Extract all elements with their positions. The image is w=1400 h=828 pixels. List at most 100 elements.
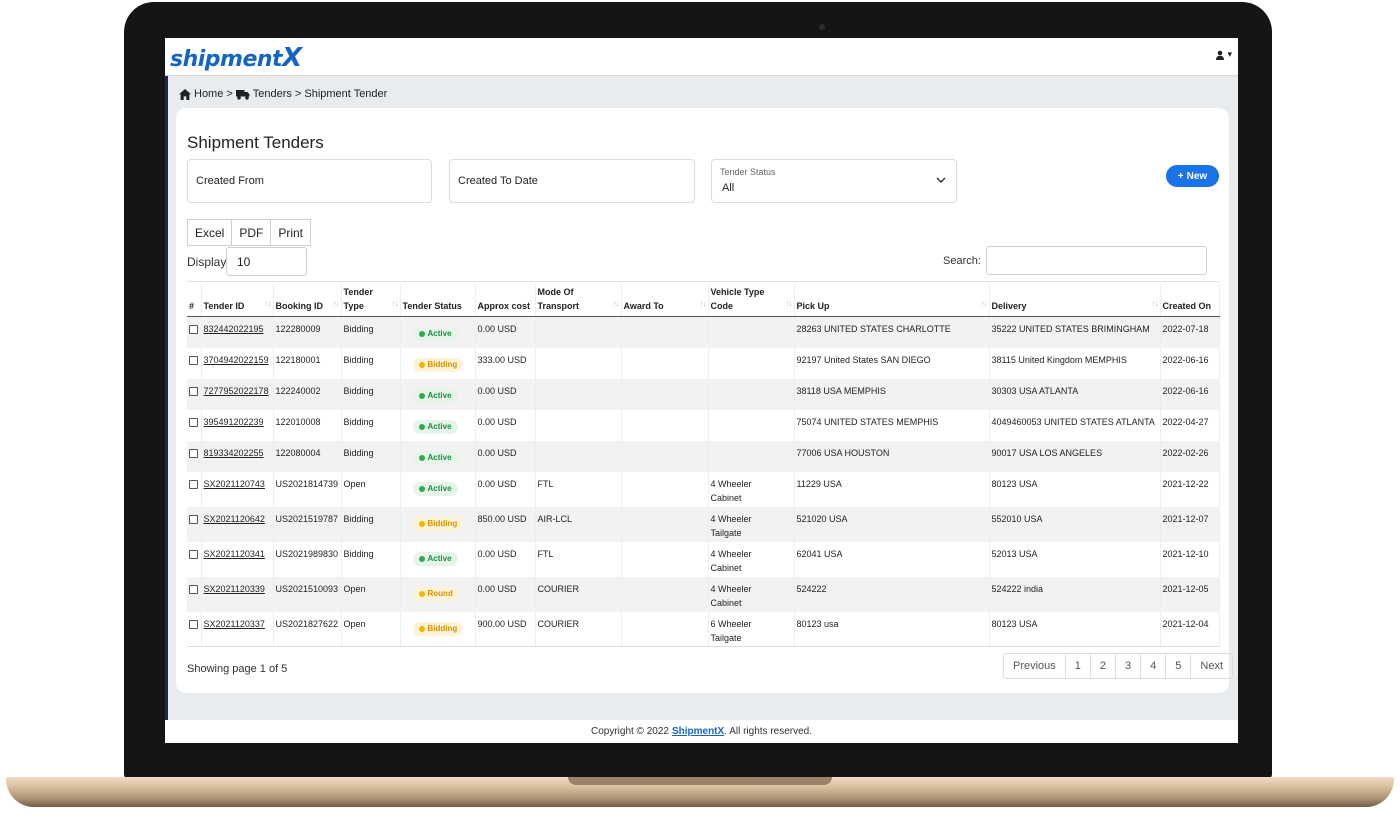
col-tender-status[interactable]: Tender Status (400, 281, 476, 317)
sort-icon[interactable]: ↑↓ (699, 299, 707, 308)
created-on-cell: 2022-02-26 (1160, 440, 1220, 472)
vehicle-type-cell (708, 409, 795, 441)
col-booking-id[interactable]: Booking ID ↑↓ (273, 281, 342, 317)
pagination-page-1[interactable]: 1 (1066, 654, 1091, 678)
tender-id-link[interactable]: SX2021120341 (203, 548, 265, 559)
sort-icon[interactable]: ↑↓ (980, 299, 988, 308)
table-row[interactable]: 395491202239 122010008 Bidding Active 0.00 U… (187, 409, 1220, 441)
col-approx-cost[interactable]: Approx cost (475, 281, 536, 317)
tender-id-link[interactable]: 832442022195 (203, 324, 264, 334)
tender-id-link[interactable]: 3704942022159 (203, 354, 269, 365)
tender-status-select[interactable]: Tender Status All (711, 159, 957, 203)
tender-id-link[interactable]: SX2021120743 (203, 478, 265, 489)
row-checkbox[interactable] (189, 619, 198, 629)
row-checkbox[interactable] (189, 549, 198, 559)
table-row[interactable]: SX2021120642 US2021519787 Bidding Bidding 85… (187, 506, 1220, 542)
pagination-next[interactable]: Next (1200, 660, 1224, 672)
delivery-cell: 38115 United Kingdom MEMPHIS (989, 347, 1161, 379)
col-created-on[interactable]: Created On (1160, 281, 1220, 317)
table-row[interactable]: SX2021120339 US2021510093 Open Round 0.00 US… (187, 576, 1220, 612)
sort-icon[interactable]: ↑↓ (391, 299, 399, 308)
mode-of-transport-cell: AIR-LCL (535, 506, 622, 542)
created-on-cell: 2021-12-07 (1160, 506, 1220, 542)
table-header-row: # Tender ID ↑↓ Booking ID ↑↓ Tender Type ↑↓ … (187, 281, 1220, 317)
status-dot-icon (418, 485, 425, 492)
row-checkbox[interactable] (189, 479, 198, 489)
pdf-button[interactable]: PDF (232, 220, 272, 245)
row-checkbox[interactable] (189, 325, 198, 335)
col-delivery[interactable]: Delivery ↑↓ (989, 281, 1161, 317)
user-menu[interactable]: ▾ (1215, 50, 1232, 60)
excel-button[interactable]: Excel (188, 220, 233, 245)
tender-id-cell: 7277952022178 (201, 378, 274, 410)
table-row[interactable]: SX2021120341 US2021989830 Bidding Active 0.0… (187, 541, 1220, 577)
logo-text: shipment (170, 47, 283, 72)
table-row[interactable]: 832442022195 122280009 Bidding Active 0.00 U… (187, 316, 1220, 348)
tender-type-cell: Open (341, 576, 401, 612)
table-row[interactable]: 7277952022178 122240002 Bidding Active 0.00 … (187, 378, 1220, 410)
breadcrumb-home[interactable]: Home (194, 88, 224, 100)
pick-up-cell: 92197 United States SAN DIEGO (794, 347, 990, 379)
col-tender-type[interactable]: Tender Type ↑↓ (341, 281, 401, 317)
sort-icon[interactable]: ↑↓ (1151, 299, 1159, 308)
pagination-page-5[interactable]: 5 (1166, 654, 1192, 678)
new-tender-button[interactable]: + New (1166, 165, 1219, 187)
table-row[interactable]: 3704942022159 122180001 Bidding Bidding 333.… (187, 347, 1220, 379)
shipmentx-logo[interactable]: shipmentX (170, 43, 302, 73)
sort-icon[interactable]: ↑↓ (332, 299, 340, 308)
tender-id-link[interactable]: 395491202239 (203, 416, 264, 427)
table-row[interactable]: SX2021120743 US2021814739 Open Active 0.00 U… (187, 471, 1220, 507)
tender-id-link[interactable]: 819334202255 (203, 447, 264, 458)
search-label: Search: (943, 255, 981, 267)
col-tender-id[interactable]: Tender ID ↑↓ (201, 281, 274, 317)
tender-status-cell: Active (400, 378, 476, 410)
search-input[interactable] (986, 246, 1207, 275)
tender-id-link[interactable]: SX2021120337 (203, 618, 265, 629)
row-select-cell (187, 541, 202, 577)
row-checkbox[interactable] (189, 448, 198, 458)
print-button[interactable]: Print (271, 220, 311, 245)
pagination-page-2[interactable]: 2 (1091, 654, 1117, 678)
display-count-input[interactable]: 10 (226, 247, 307, 276)
pagination-page-4[interactable]: 4 (1141, 654, 1167, 678)
page-title: Shipment Tenders (187, 133, 324, 152)
footer-brand-link[interactable]: ShipmentX (671, 726, 725, 737)
tender-type-cell: Bidding (341, 378, 401, 410)
row-checkbox[interactable] (189, 584, 198, 594)
status-badge: Bidding (412, 621, 464, 636)
col-mode-of-transport[interactable]: Mode Of Transport ↑↓ (535, 281, 622, 317)
col-select-all[interactable]: # (187, 281, 202, 317)
tender-id-link[interactable]: 7277952022178 (203, 385, 269, 396)
pick-up-cell: 80123 usa (794, 611, 990, 647)
col-award-to[interactable]: Award To ↑↓ (621, 281, 709, 317)
col-pick-up[interactable]: Pick Up ↑↓ (794, 281, 990, 317)
approx-cost-cell: 0.00 USD (475, 471, 536, 507)
tender-id-link[interactable]: SX2021120339 (203, 583, 265, 594)
sort-icon[interactable]: ↑↓ (264, 299, 272, 308)
breadcrumb-tenders[interactable]: Tenders (252, 88, 292, 100)
sort-icon[interactable]: ↑↓ (612, 299, 620, 308)
tender-status-cell: Active (400, 541, 476, 577)
status-badge: Active (412, 450, 458, 465)
sort-icon[interactable]: ↑↓ (785, 299, 793, 308)
tender-status-cell: Bidding (400, 347, 476, 379)
pagination: Previous 1 2 3 4 5 Next (1003, 653, 1234, 679)
mode-of-transport-cell: FTL (535, 471, 622, 507)
tender-id-link[interactable]: SX2021120642 (203, 513, 265, 524)
delivery-cell: 52013 USA (989, 541, 1161, 577)
row-checkbox[interactable] (189, 355, 198, 365)
table-row[interactable]: SX2021120337 US2021827622 Open Bidding 900.0… (187, 611, 1220, 647)
table-row[interactable]: 819334202255 122080004 Bidding Active 0.00 U… (187, 440, 1220, 472)
created-to-field[interactable]: Created To Date (449, 159, 695, 203)
row-checkbox[interactable] (189, 417, 198, 427)
row-checkbox[interactable] (189, 514, 198, 524)
pagination-page-3[interactable]: 3 (1116, 654, 1142, 678)
row-checkbox[interactable] (189, 386, 198, 396)
breadcrumb-separator: > (294, 88, 302, 100)
tender-status-cell: Bidding (400, 611, 476, 647)
col-vehicle-type[interactable]: Vehicle Type Code ↑↓ (708, 281, 795, 317)
row-select-cell (187, 471, 202, 507)
truck-icon (235, 89, 250, 100)
created-from-field[interactable]: Created From (187, 159, 432, 203)
pagination-previous[interactable]: Previous (1004, 654, 1066, 678)
